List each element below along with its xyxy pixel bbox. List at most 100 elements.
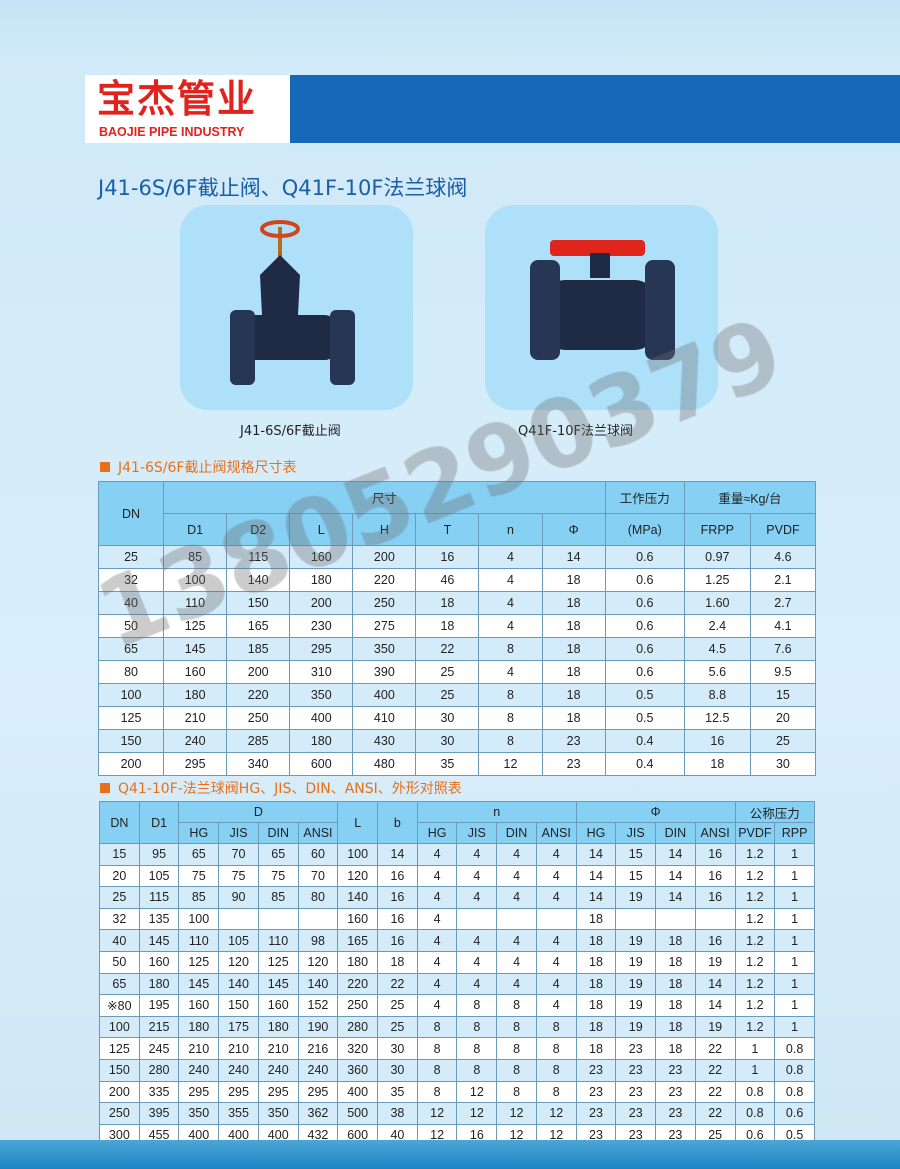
table-cell: 1.2 bbox=[734, 950, 776, 974]
table-cell: 250 bbox=[226, 706, 291, 730]
table-row: 15 95 65 70 65 60 100 14 4 4 4 4 14 15 14 16 1.2 1 bbox=[99, 843, 815, 866]
table-cell: 25 bbox=[97, 545, 165, 569]
table-cell: 18 bbox=[575, 994, 617, 1017]
table-cell: 280 bbox=[138, 1058, 180, 1082]
table-cell: 4 bbox=[496, 843, 537, 866]
table-cell: 140 bbox=[297, 972, 339, 996]
table-cell: 8 bbox=[496, 1015, 537, 1039]
table-cell: 4 bbox=[535, 886, 577, 909]
table-cell: 240 bbox=[257, 1058, 299, 1082]
table-cell: 95 bbox=[138, 843, 180, 866]
table-cell: 320 bbox=[337, 1037, 379, 1060]
table-row: 80 160 200 310 390 25 4 18 0.6 5.6 9.5 bbox=[97, 660, 817, 684]
table-cell: 8 bbox=[416, 1058, 458, 1082]
table-cell: 180 bbox=[289, 729, 354, 753]
table-row: 25 85 115 160 200 16 4 14 0.6 0.97 4.6 bbox=[97, 545, 817, 569]
globe-valve-image bbox=[180, 205, 413, 410]
table-cell: 35 bbox=[377, 1080, 418, 1104]
table-cell: 210 bbox=[257, 1037, 299, 1060]
table-cell: 30 bbox=[377, 1037, 418, 1060]
table-row: 32 135 100 160 16 4 18 1.2 1 bbox=[99, 907, 815, 931]
table-cell: 65 bbox=[99, 972, 140, 996]
table-cell: 4.5 bbox=[683, 637, 751, 661]
subheader: DIN bbox=[655, 822, 696, 844]
table-cell: 120 bbox=[337, 864, 379, 888]
table-cell: 8 bbox=[496, 1058, 537, 1082]
table-cell: 70 bbox=[218, 843, 259, 866]
table-cell: 295 bbox=[297, 1080, 339, 1104]
table-cell: 8 bbox=[496, 994, 537, 1017]
table-cell: 23 bbox=[615, 1080, 657, 1104]
table-cell: 115 bbox=[226, 545, 291, 569]
table-cell: 23 bbox=[615, 1037, 657, 1060]
table-cell: 0.6 bbox=[604, 591, 685, 615]
page-title: J41-6S/6F截止阀、Q41F-10F法兰球阀 bbox=[98, 176, 468, 200]
table-cell: 14 bbox=[694, 994, 736, 1017]
table-cell: 18 bbox=[655, 950, 696, 974]
table-cell: 175 bbox=[218, 1015, 259, 1039]
table-cell: 22 bbox=[694, 1037, 736, 1060]
table-cell: 350 bbox=[352, 637, 417, 661]
table-cell: 80 bbox=[297, 886, 339, 909]
table-cell: 19 bbox=[694, 950, 736, 974]
table-cell: 120 bbox=[218, 950, 259, 974]
table-cell: 85 bbox=[163, 545, 228, 569]
table-cell: 0.8 bbox=[734, 1102, 776, 1125]
subheader: ANSI bbox=[297, 822, 339, 844]
table-cell: 18 bbox=[541, 637, 606, 661]
table-cell: 20 bbox=[99, 864, 140, 888]
table-cell: 16 bbox=[694, 843, 736, 866]
table-cell: 400 bbox=[289, 706, 354, 730]
table-cell: 8.8 bbox=[683, 683, 751, 707]
table-cell: 160 bbox=[337, 907, 379, 931]
table-cell: 18 bbox=[377, 950, 418, 974]
table-cell: 250 bbox=[99, 1102, 140, 1125]
table-cell: 4 bbox=[456, 886, 498, 909]
table-cell: 19 bbox=[615, 994, 657, 1017]
table-cell: 4 bbox=[456, 950, 498, 974]
table-cell: 16 bbox=[683, 729, 751, 753]
table-cell: 18 bbox=[541, 614, 606, 638]
table-cell: 125 bbox=[257, 950, 299, 974]
table-cell bbox=[655, 907, 696, 931]
subheader: JIS bbox=[218, 822, 259, 844]
table-cell: 280 bbox=[337, 1015, 379, 1039]
table-cell: 22 bbox=[694, 1102, 736, 1125]
header-d: D bbox=[178, 801, 339, 823]
table-row: 125 245 210 210 210 216 320 30 8 8 8 8 18 23 18 22 1 0.8 bbox=[99, 1037, 815, 1060]
table-cell: 8 bbox=[416, 1015, 458, 1039]
table-cell: 295 bbox=[289, 637, 354, 661]
table-cell: 15 bbox=[615, 864, 657, 888]
table-cell: 18 bbox=[541, 568, 606, 592]
subheader: ANSI bbox=[535, 822, 577, 844]
table-cell: 125 bbox=[178, 950, 220, 974]
table-cell: 1.2 bbox=[734, 843, 776, 866]
table-cell: 12.5 bbox=[683, 706, 751, 730]
product-caption: Q41F-10F法兰球阀 bbox=[518, 424, 633, 439]
table-cell: 14 bbox=[655, 864, 696, 888]
table-cell: 110 bbox=[178, 929, 220, 952]
table-cell: 9.5 bbox=[749, 660, 817, 684]
table-cell: 390 bbox=[352, 660, 417, 684]
table-cell: 19 bbox=[615, 929, 657, 952]
subheader: JIS bbox=[456, 822, 498, 844]
table-cell: 0.6 bbox=[604, 637, 685, 661]
table-cell: 32 bbox=[97, 568, 165, 592]
table-cell: 1.2 bbox=[734, 994, 776, 1017]
table-cell: ※80 bbox=[99, 994, 140, 1017]
table-cell: 18 bbox=[541, 706, 606, 730]
table-cell: 350 bbox=[257, 1102, 299, 1125]
table-cell: 8 bbox=[416, 1080, 458, 1104]
product-caption: J41-6S/6F截止阀 bbox=[240, 424, 341, 439]
table-cell: 18 bbox=[415, 614, 480, 638]
table-cell: 400 bbox=[337, 1080, 379, 1104]
table-cell: 50 bbox=[97, 614, 165, 638]
table-row: 100 215 180 175 180 190 280 25 8 8 8 8 18 19 18 19 1.2 1 bbox=[99, 1015, 815, 1039]
table-cell: 18 bbox=[655, 972, 696, 996]
table-row: 50 160 125 120 125 120 180 18 4 4 4 4 18 19 18 19 1.2 1 bbox=[99, 950, 815, 974]
table-cell: 400 bbox=[352, 683, 417, 707]
table-cell: 160 bbox=[138, 950, 180, 974]
header-dn: DN bbox=[99, 801, 140, 844]
table-cell: 160 bbox=[178, 994, 220, 1017]
table-cell: 150 bbox=[99, 1058, 140, 1082]
